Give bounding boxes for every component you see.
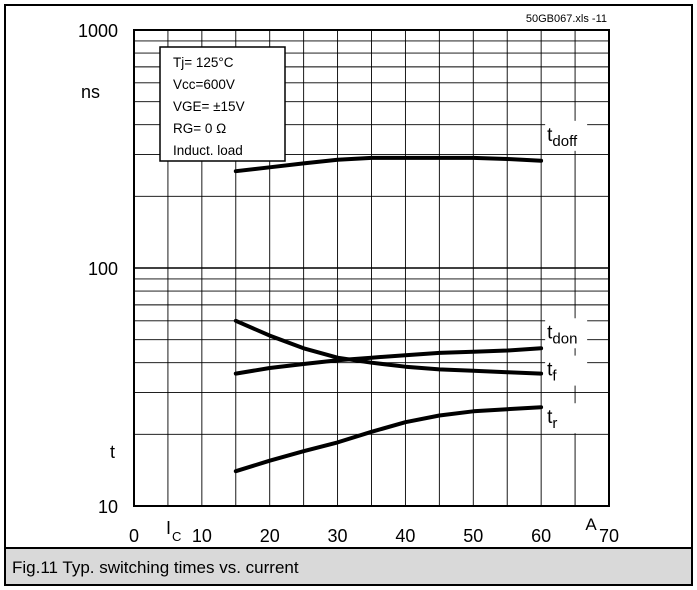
x-axis-label-symbol: I (166, 518, 171, 538)
x-zero-label: 0 (129, 526, 139, 546)
x-axis-label: I C (166, 518, 181, 544)
figure-caption: Fig.11 Typ. switching times vs. current (12, 558, 299, 577)
condition-tj: Tj= 125°C (173, 55, 234, 70)
series-group (233, 155, 544, 474)
x-tick-label: 50 (463, 526, 483, 546)
x-tick-label: 20 (260, 526, 280, 546)
series-label-t-don: tdon (547, 322, 577, 347)
series-label-t-doff: tdoff (547, 125, 578, 150)
series-line-t-f (233, 318, 544, 376)
series-label-background (545, 403, 588, 434)
x-tick-label: 30 (328, 526, 348, 546)
condition-vcc: Vcc=600V (173, 77, 235, 92)
x-unit-label: A (585, 515, 597, 534)
series-line-t-don (233, 346, 544, 376)
condition-rg: RG= 0 Ω (173, 121, 226, 136)
series-label-t-r: tr (547, 407, 557, 432)
series-label-t-f: tf (547, 360, 557, 385)
series-label-background (545, 355, 588, 386)
x-axis-label-subscript: C (172, 529, 181, 544)
y-tick-label: 1000 (78, 21, 118, 41)
y-axis-label: t (110, 442, 115, 462)
file-label: 50GB067.xls -11 (526, 13, 607, 25)
y-tick-label: 10 (98, 497, 118, 517)
plot-area-border (133, 29, 610, 507)
condition-vge: VGE= ±15V (173, 99, 245, 114)
grid-lines (134, 30, 609, 506)
condition-load: Induct. load (173, 143, 243, 158)
y-unit-label: ns (81, 82, 100, 102)
x-tick-label: 40 (395, 526, 415, 546)
caption-bar: Fig.11 Typ. switching times vs. current (4, 547, 693, 586)
y-tick-label: 100 (88, 259, 118, 279)
y-tick-labels: 10 100 1000 (78, 21, 118, 517)
series-label-background (545, 318, 588, 349)
series-label-background (545, 120, 588, 151)
x-tick-label: 70 (599, 526, 619, 546)
x-tick-label: 10 (192, 526, 212, 546)
series-line-t-r (233, 405, 544, 474)
x-tick-labels: 10 20 30 40 50 60 70 (192, 526, 619, 546)
series-line-t-doff (233, 155, 544, 174)
conditions-box: Tj= 125°C Vcc=600V VGE= ±15V RG= 0 Ω Ind… (159, 46, 286, 162)
series-labels: tdoff tdon tf tr (545, 120, 588, 434)
x-tick-label: 60 (531, 526, 551, 546)
